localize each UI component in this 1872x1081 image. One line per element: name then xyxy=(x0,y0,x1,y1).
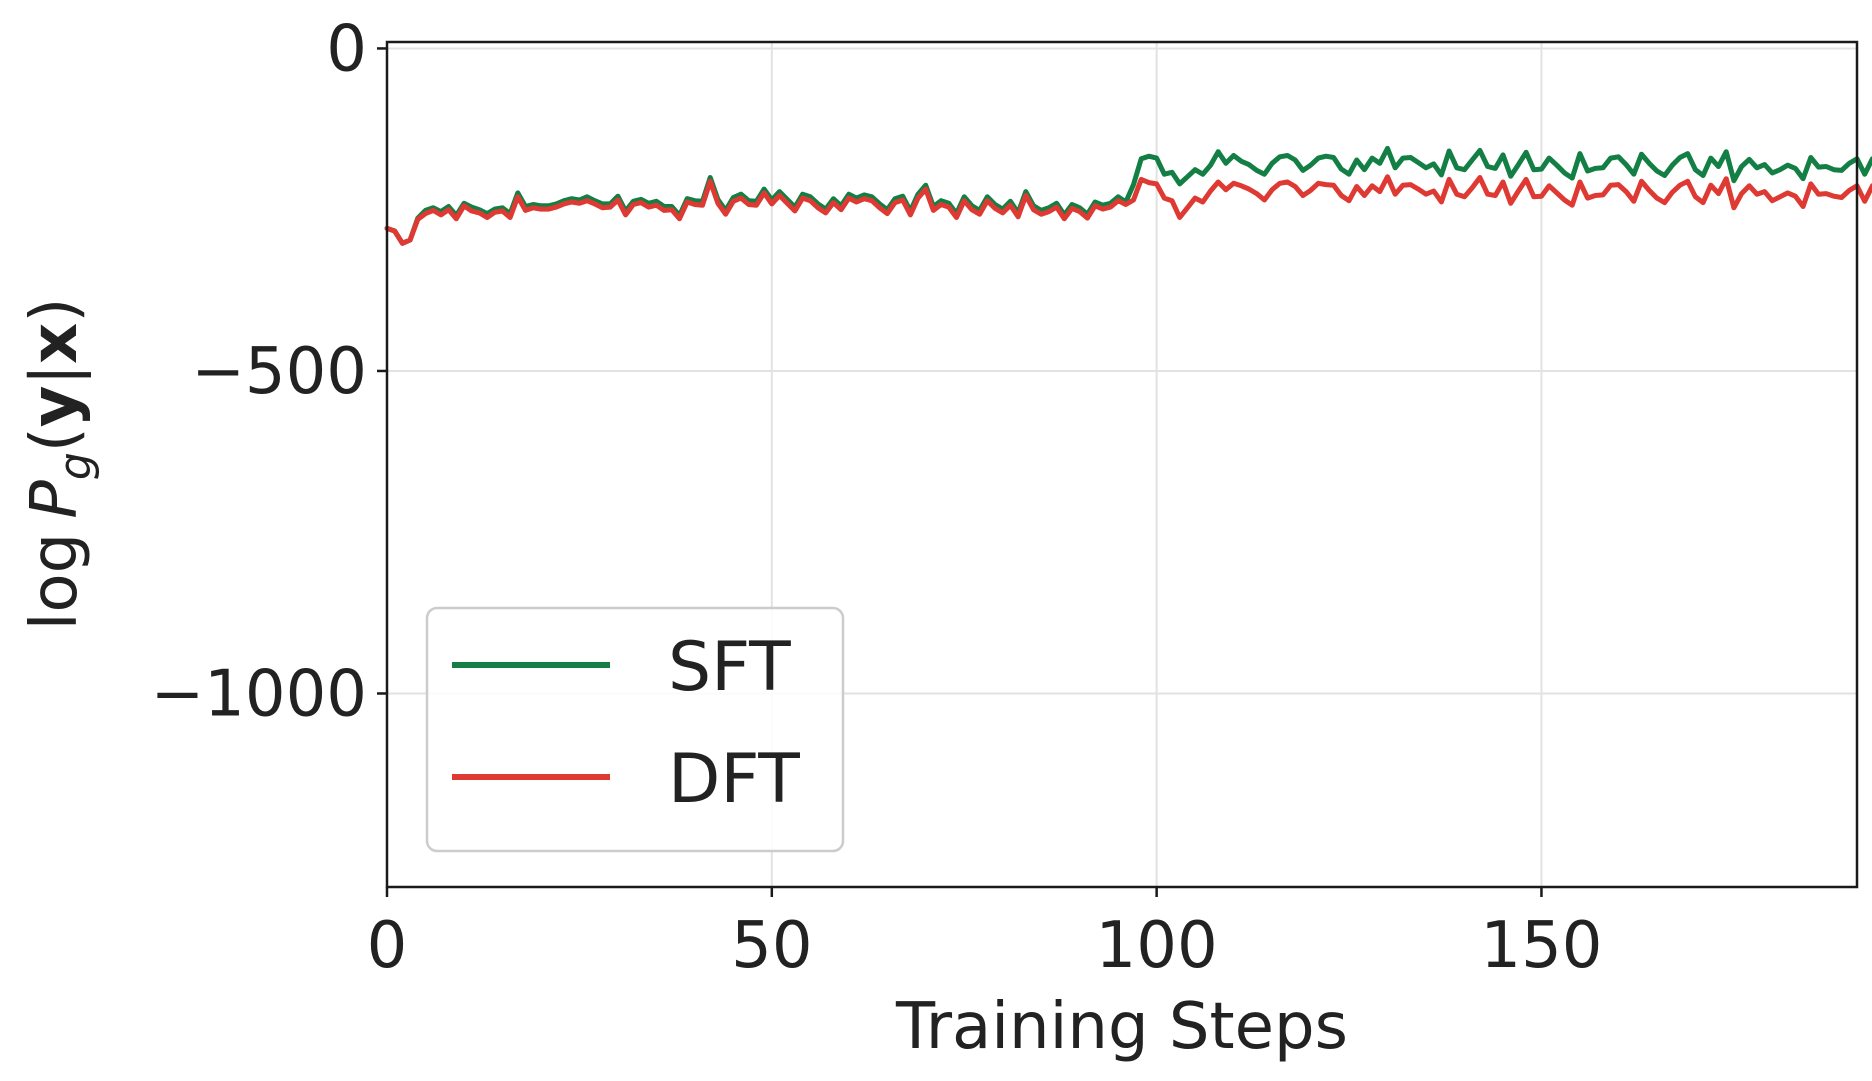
legend-label-dft: DFT xyxy=(668,740,800,819)
series-line-dft xyxy=(384,174,1872,246)
y-axis-title: logPg(y|x) xyxy=(18,298,101,631)
x-axis-title: Training Steps xyxy=(895,990,1348,1064)
y-tick-label: −1000 xyxy=(151,657,368,731)
y-tick-label: −500 xyxy=(191,335,367,409)
x-tick-label: 100 xyxy=(1096,909,1218,983)
y-tick-label: 0 xyxy=(326,12,367,86)
series-lines xyxy=(384,145,1872,246)
axis-ticks: 0 50 100 150 0 −500 −1000 xyxy=(151,12,1603,983)
x-tick-label: 0 xyxy=(367,909,408,983)
series-line-sft xyxy=(384,145,1872,246)
legend-box xyxy=(425,606,845,853)
x-tick-label: 150 xyxy=(1480,909,1602,983)
legend: SFT DFT xyxy=(425,606,845,853)
legend-label-sft: SFT xyxy=(668,628,791,707)
x-tick-label: 50 xyxy=(731,909,812,983)
plot-frame xyxy=(385,40,1859,889)
